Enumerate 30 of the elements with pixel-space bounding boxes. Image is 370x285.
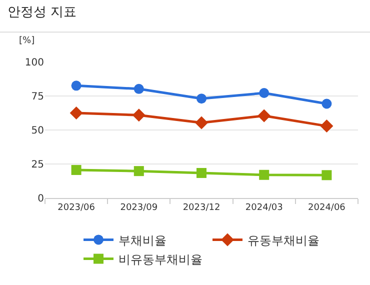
point	[196, 94, 206, 104]
legend-label: 부채비율	[118, 233, 166, 248]
point	[132, 108, 146, 122]
y-tick-label: 100	[24, 58, 44, 68]
legend-label: 유동부채비율	[248, 233, 320, 248]
y-tick-label: 25	[31, 160, 44, 170]
point	[134, 84, 144, 94]
point	[259, 88, 270, 98]
point	[259, 170, 270, 180]
point	[195, 116, 208, 130]
y-tick-label: 75	[31, 92, 44, 102]
chart-title: 안정성 지표	[7, 5, 77, 20]
point	[70, 106, 83, 120]
x-tick-label: 2023/09	[120, 202, 158, 213]
point	[322, 98, 332, 109]
point	[322, 170, 332, 180]
point	[71, 164, 82, 175]
y-axis-title: [%]	[19, 36, 35, 46]
point	[134, 166, 144, 176]
legend-label: 비유동부채비율	[118, 252, 202, 266]
x-tick-label: 2023/06	[58, 202, 96, 213]
x-tick-label: 2023/12	[182, 202, 220, 213]
point	[320, 120, 334, 133]
x-tick-label: 2024/06	[308, 202, 346, 213]
point	[258, 109, 271, 122]
point	[71, 80, 82, 91]
y-tick-label: 0	[38, 194, 44, 204]
x-tick-label: 2024/03	[245, 202, 283, 213]
y-tick-label: 50	[31, 126, 44, 136]
point	[196, 168, 206, 178]
